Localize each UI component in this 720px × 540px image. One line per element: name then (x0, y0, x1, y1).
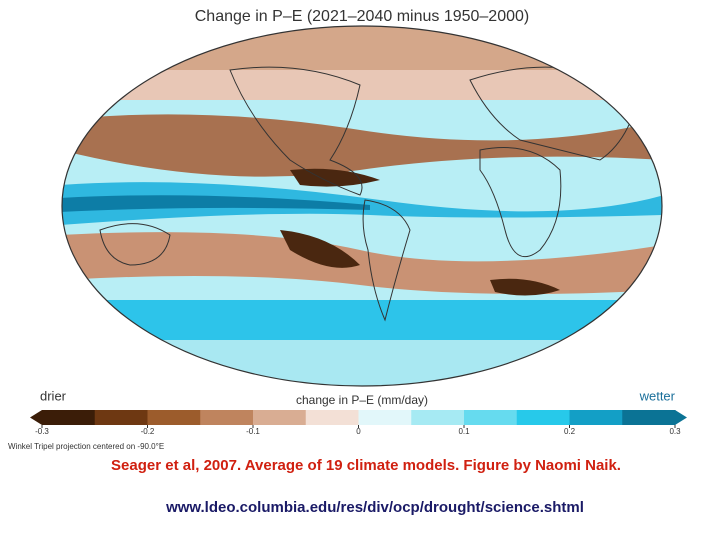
drier-label: drier (40, 388, 67, 403)
colorbar-tick-label: -0.2 (141, 427, 155, 436)
colorbar-bin (358, 410, 412, 425)
dry-core (280, 230, 360, 268)
colorbar-bin (516, 410, 570, 425)
australia (99, 223, 171, 266)
band-itcz (62, 182, 662, 225)
colorbar-bin (622, 410, 676, 425)
colorbar-tick-label: 0.2 (564, 427, 576, 436)
colorbar-bin (42, 410, 96, 425)
colorbar-label: change in P–E (mm/day) (296, 393, 428, 407)
colorbar-bin (200, 410, 254, 425)
colorbar-tick-label: -0.3 (35, 427, 49, 436)
map-outline (61, 25, 663, 387)
band-southern-ocean (62, 300, 662, 340)
band-antarctic (62, 340, 662, 386)
south-america (362, 199, 411, 322)
band-itcz-core (62, 195, 370, 212)
band-subtropic (62, 114, 662, 177)
colorbar-tick-label: 0 (356, 427, 361, 436)
map-title: Change in P–E (2021–2040 minus 1950–2000… (195, 8, 529, 25)
colorbar-bin (411, 410, 465, 425)
colorbar: -0.3 -0.2 -0.1 0 0.1 0.2 0.3 (30, 410, 687, 436)
band-south (62, 232, 662, 294)
colorbar-arrow-left (30, 410, 42, 425)
colorbar-tick-label: -0.1 (246, 427, 260, 436)
source-url[interactable]: www.ldeo.columbia.edu/res/div/ocp/drough… (165, 499, 584, 516)
north-america (229, 66, 363, 196)
map (62, 26, 662, 386)
wetter-label: wetter (639, 388, 676, 403)
colorbar-bin (569, 410, 623, 425)
colorbar-bin (94, 410, 148, 425)
colorbar-tick-label: 0.1 (458, 427, 470, 436)
colorbar-bin (464, 410, 518, 425)
colorbar-arrow-right (675, 410, 687, 425)
colorbar-bin (253, 410, 307, 425)
dry-core (490, 278, 560, 296)
projection-note: Winkel Tripel projection centered on -90… (8, 442, 164, 451)
colorbar-tick-label: 0.3 (669, 427, 681, 436)
africa (479, 147, 562, 258)
caption: Seager et al, 2007. Average of 19 climat… (111, 457, 621, 474)
band (62, 70, 662, 100)
colorbar-bin (147, 410, 201, 425)
colorbar-bin (305, 410, 359, 425)
coastlines (99, 66, 641, 322)
